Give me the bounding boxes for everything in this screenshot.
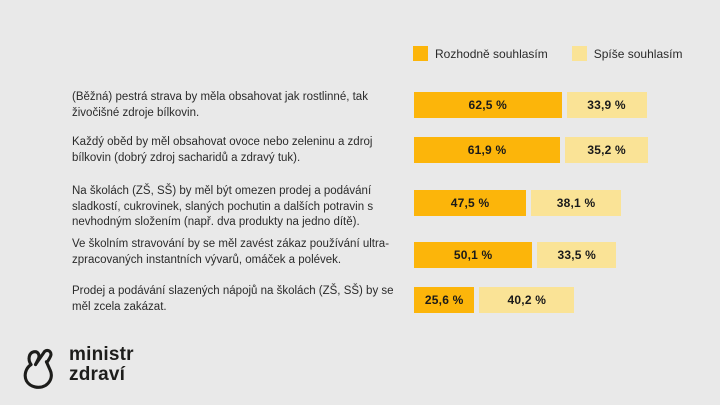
bar-value-label: 33,5 % (557, 248, 597, 262)
statement-label: (Běžná) pestrá strava by měla obsahovat … (72, 91, 368, 119)
legend-item-strongly-agree: Rozhodně souhlasím (413, 46, 548, 61)
bar-group: 61,9 % 35,2 % (414, 137, 649, 163)
bar-somewhat-agree: 35,2 % (565, 137, 649, 163)
bar-value-label: 47,5 % (450, 196, 490, 210)
bar-strongly-agree: 47,5 % (414, 190, 527, 216)
bar-strongly-agree: 61,9 % (414, 137, 561, 163)
bar-somewhat-agree: 40,2 % (479, 287, 575, 313)
logo-line-2: zdraví (69, 363, 126, 385)
legend-label-somewhat-agree: Spíše souhlasím (593, 46, 683, 61)
legend-swatch-strongly-agree (413, 46, 428, 61)
bar-value-label: 35,2 % (587, 143, 626, 157)
statement-label: Na školách (ZŠ, SŠ) by měl být omezen pr… (72, 185, 374, 228)
bar-strongly-agree: 62,5 % (414, 92, 562, 118)
bar-value-label: 38,1 % (556, 196, 596, 210)
statement-label: Ve školním stravování by se měl zavést z… (72, 238, 390, 266)
bar-value-label: 50,1 % (453, 248, 493, 262)
bar-strongly-agree: 50,1 % (414, 242, 533, 268)
bar-somewhat-agree: 33,9 % (566, 92, 647, 118)
bar-value-label: 62,5 % (468, 98, 508, 112)
bar-value-label: 25,6 % (424, 293, 464, 307)
bar-value-label: 61,9 % (467, 143, 507, 157)
statement-label: Každý oběd by měl obsahovat ovoce nebo z… (72, 136, 373, 164)
bar-strongly-agree: 25,6 % (414, 287, 475, 313)
logo-line-1: ministr (69, 344, 134, 365)
chart-legend: Rozhodně souhlasím Spíše souhlasím (413, 46, 682, 61)
statement-label: Prodej a podávání slazených nápojů na šk… (72, 285, 394, 313)
ministr-zdravi-logo: ministr zdraví (21, 345, 134, 398)
legend-item-somewhat-agree: Spíše souhlasím (571, 46, 683, 61)
bar-group: 25,6 % 40,2 % (414, 287, 575, 313)
bar-somewhat-agree: 38,1 % (531, 190, 621, 216)
legend-label-strongly-agree: Rozhodně souhlasím (435, 46, 548, 61)
logo-text: ministr zdraví (69, 345, 134, 384)
bar-somewhat-agree: 33,5 % (537, 242, 617, 268)
pointing-hand-icon (21, 347, 61, 398)
bar-group: 62,5 % 33,9 % (414, 92, 647, 118)
bar-group: 50,1 % 33,5 % (414, 242, 617, 268)
legend-swatch-somewhat-agree (571, 46, 587, 61)
bar-value-label: 40,2 % (507, 293, 547, 307)
bar-group: 47,5 % 38,1 % (414, 190, 621, 216)
bar-value-label: 33,9 % (587, 98, 626, 112)
